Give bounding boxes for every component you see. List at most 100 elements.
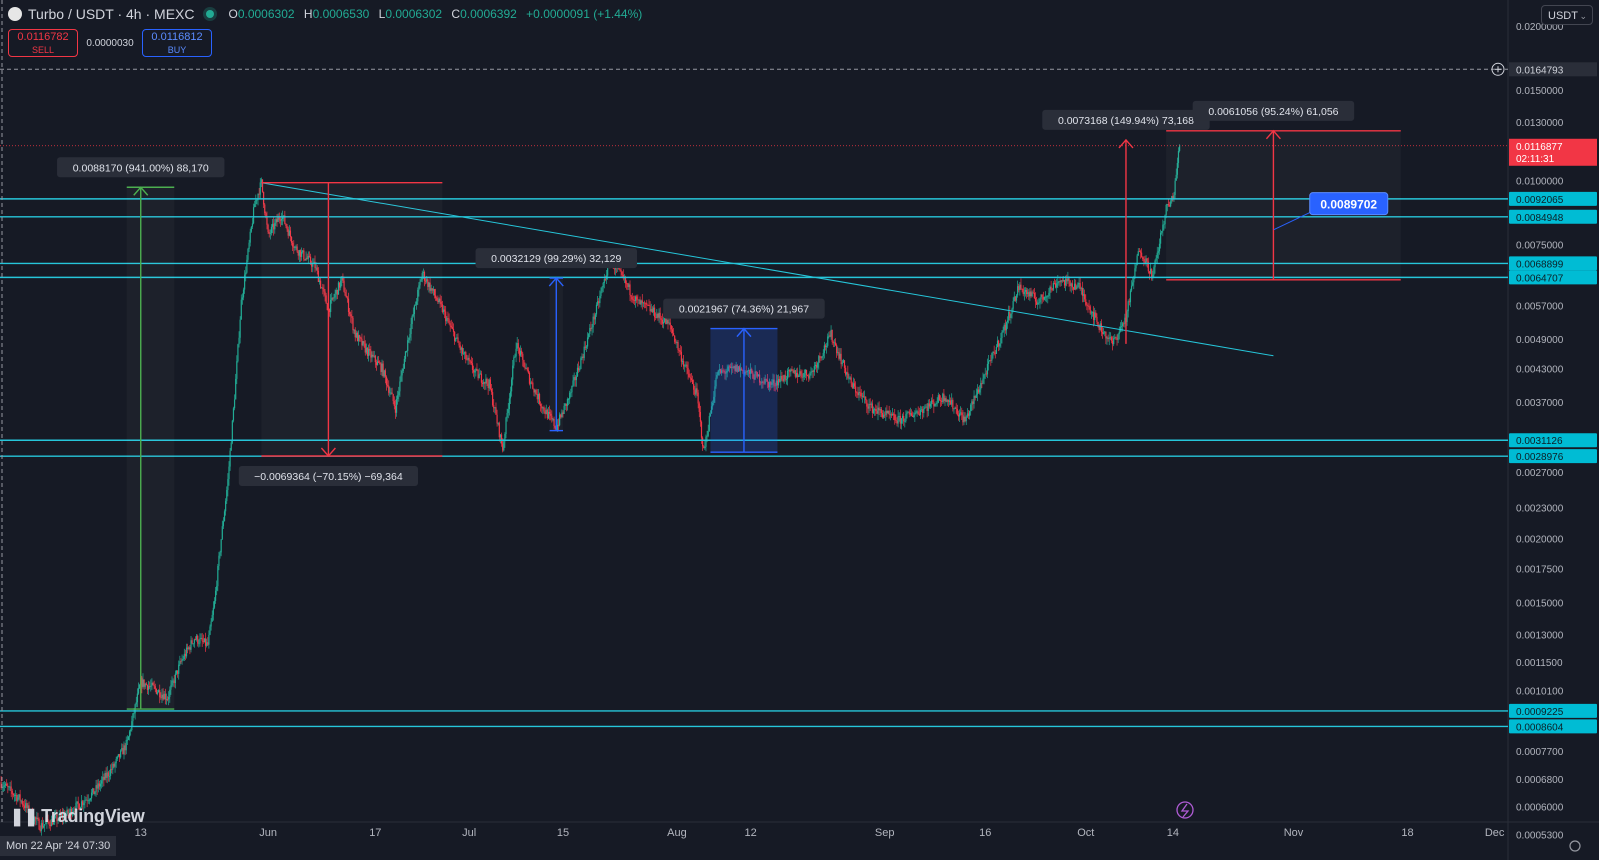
- candle-body: [665, 317, 667, 325]
- candle: [1119, 322, 1121, 333]
- currency-select[interactable]: USDT ⌄: [1541, 5, 1593, 25]
- candle: [637, 294, 639, 307]
- candle: [278, 212, 280, 224]
- candle-body: [984, 373, 986, 375]
- candle-body: [769, 381, 771, 388]
- candle-body: [877, 407, 879, 414]
- candle: [957, 410, 960, 421]
- candle: [47, 814, 49, 824]
- candle: [675, 338, 677, 345]
- time-tick-label: Oct: [1077, 827, 1094, 839]
- candle: [397, 390, 399, 405]
- candle: [127, 735, 130, 741]
- candle: [879, 406, 881, 418]
- candle: [1103, 327, 1105, 335]
- candle-body: [1049, 286, 1051, 293]
- candle-body: [649, 305, 651, 312]
- candle: [909, 407, 911, 417]
- candle-body: [412, 314, 414, 316]
- candle-body: [63, 814, 65, 819]
- candle-body: [484, 381, 486, 384]
- candle-body: [457, 337, 459, 343]
- candle-body: [1010, 313, 1012, 318]
- candle-body: [710, 406, 713, 414]
- candle: [754, 365, 756, 380]
- candle-body: [153, 684, 155, 687]
- candle-body: [187, 647, 189, 649]
- candle: [156, 689, 159, 696]
- candle: [466, 354, 468, 361]
- candle-body: [597, 301, 599, 305]
- turbo-logo-icon: [8, 7, 22, 21]
- sell-button[interactable]: 0.0116782 SELL: [8, 29, 78, 57]
- candle: [155, 688, 157, 695]
- candle-body: [269, 233, 271, 234]
- candle: [526, 366, 528, 372]
- candle: [723, 368, 725, 374]
- candle-body: [1019, 284, 1021, 291]
- candle-body: [423, 272, 426, 281]
- candle: [451, 321, 453, 330]
- candle-body: [604, 279, 607, 280]
- candle-body: [322, 287, 324, 289]
- candle: [771, 379, 773, 389]
- candle-body: [859, 391, 861, 393]
- candle-body: [211, 614, 213, 622]
- candle: [307, 251, 309, 264]
- candle-body: [764, 378, 766, 384]
- candle: [1011, 307, 1013, 319]
- candle: [632, 295, 634, 304]
- candle: [916, 409, 918, 417]
- candle-body: [521, 350, 523, 354]
- candle-body: [169, 689, 171, 697]
- candle-body: [199, 638, 201, 644]
- measure-label-box: [475, 248, 638, 269]
- candle: [423, 270, 426, 287]
- candle-body: [1110, 337, 1113, 341]
- candle-body: [1178, 144, 1181, 152]
- candle: [874, 407, 876, 416]
- candle-body: [392, 394, 394, 402]
- candle-body: [689, 377, 691, 379]
- candle: [114, 761, 116, 773]
- candle: [1043, 296, 1046, 301]
- candle-body: [758, 374, 761, 383]
- candle-body: [122, 747, 124, 755]
- candle-body: [321, 287, 323, 289]
- tradingview-logo[interactable]: ❚❚ TradingView: [10, 806, 145, 827]
- candle: [461, 344, 464, 361]
- candle: [822, 349, 824, 361]
- candle: [331, 292, 333, 304]
- candle-body: [1122, 323, 1124, 327]
- candle-body: [127, 736, 130, 740]
- candle: [378, 355, 380, 363]
- candle: [431, 288, 433, 294]
- candle: [154, 683, 156, 693]
- candle-body: [754, 371, 756, 380]
- candle-body: [516, 343, 518, 349]
- symbol-title[interactable]: Turbo / USDT · 4h · MEXC: [28, 6, 195, 22]
- candle: [782, 374, 784, 383]
- candle: [534, 388, 536, 397]
- buy-button[interactable]: 0.0116812 BUY: [142, 29, 212, 57]
- candle: [878, 401, 880, 416]
- candle: [109, 764, 112, 780]
- lightning-bolt-icon: [1180, 803, 1190, 818]
- candle-body: [332, 297, 334, 299]
- candle: [131, 715, 133, 732]
- candle-body: [704, 446, 706, 449]
- candle: [1070, 282, 1072, 293]
- candle-body: [398, 391, 400, 396]
- candle: [112, 762, 114, 775]
- candle: [1114, 334, 1116, 340]
- candle: [0, 776, 2, 791]
- candle: [764, 374, 766, 385]
- candle-body: [1138, 251, 1140, 253]
- candle-body: [1002, 330, 1004, 333]
- candle: [1087, 303, 1089, 313]
- candle: [525, 363, 527, 369]
- candle-body: [180, 661, 182, 662]
- candle: [113, 761, 115, 768]
- time-tick-label: Dec: [1485, 827, 1505, 839]
